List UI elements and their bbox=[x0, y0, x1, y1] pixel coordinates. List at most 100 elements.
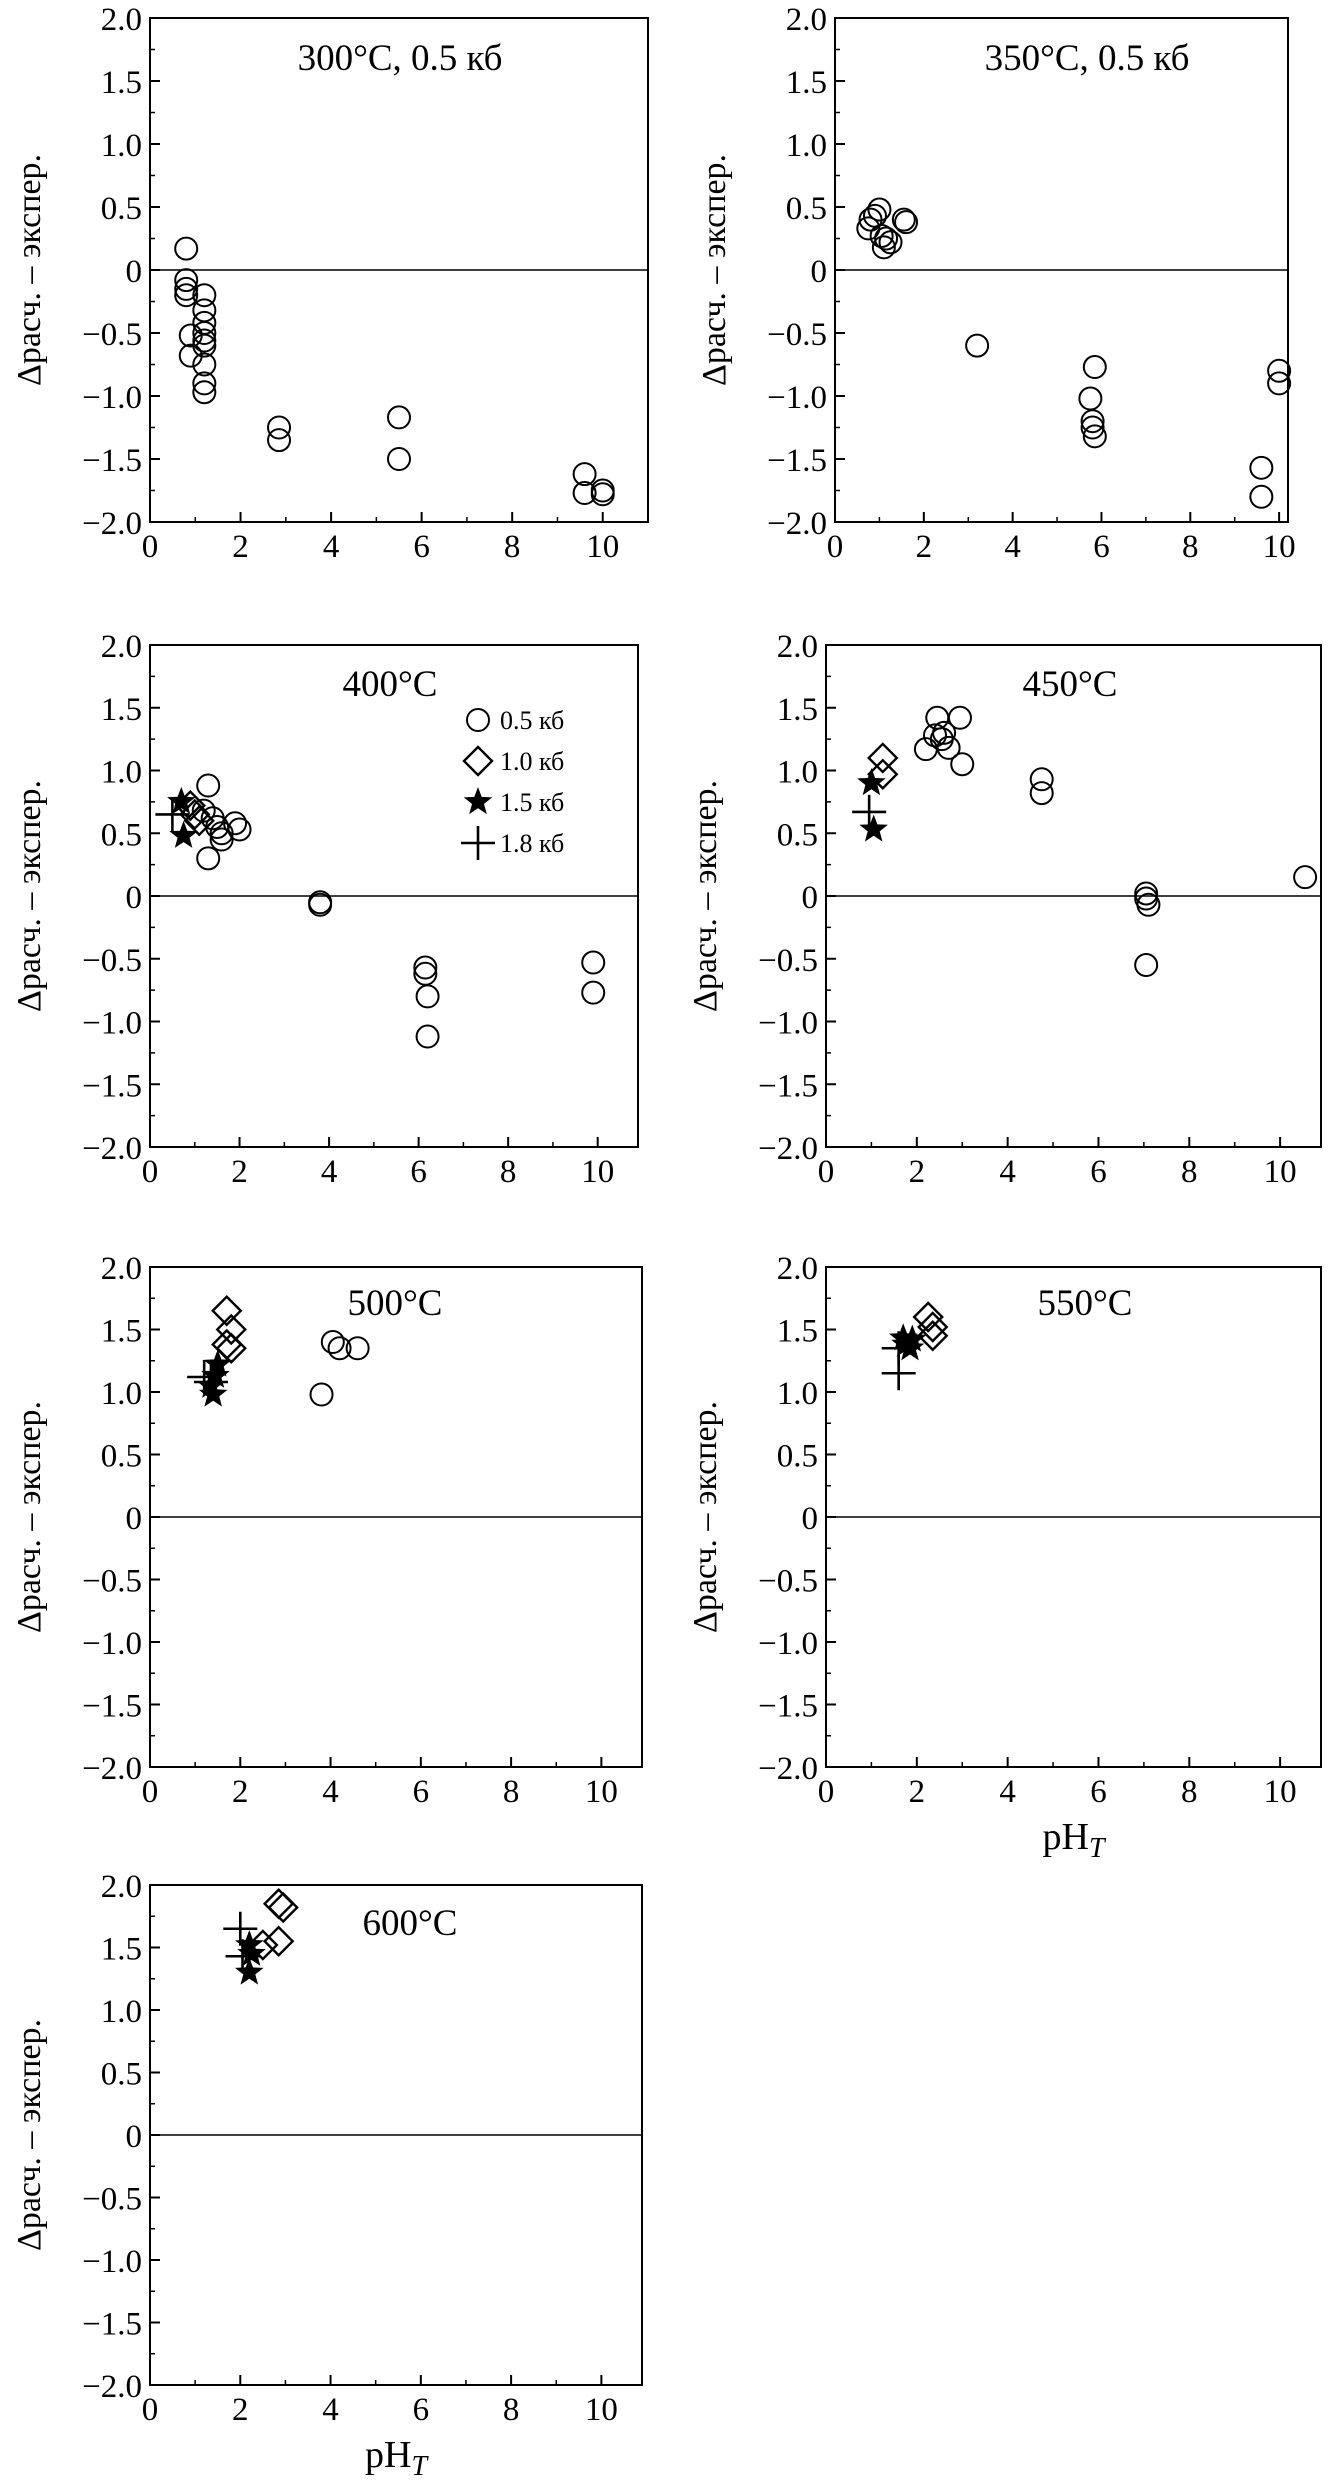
data-point-diamond bbox=[867, 758, 899, 790]
data-point-circle bbox=[867, 197, 892, 222]
chart-title: 400°C bbox=[343, 664, 438, 705]
x-tick-label: 8 bbox=[1182, 529, 1199, 565]
data-point-circle bbox=[856, 216, 881, 241]
y-tick-label: 0.5 bbox=[101, 2057, 142, 2093]
x-tick-label: 8 bbox=[1181, 1154, 1198, 1190]
data-point-star bbox=[235, 1930, 264, 1958]
data-point-circle bbox=[1029, 767, 1054, 792]
y-axis-label: Δрасч. – экспер. bbox=[11, 154, 48, 386]
data-point-circle bbox=[415, 1024, 440, 1049]
data-point-diamond bbox=[867, 742, 899, 774]
data-point-circle bbox=[878, 230, 903, 255]
y-tick-label: 0 bbox=[811, 254, 828, 290]
data-point-circle bbox=[320, 1330, 345, 1354]
x-tick-label: 4 bbox=[1004, 529, 1021, 565]
legend-star-icon bbox=[463, 787, 493, 815]
y-tick-label: −2.0 bbox=[758, 1751, 818, 1787]
y-tick-label: −2.0 bbox=[767, 506, 827, 542]
y-tick-label: −1.0 bbox=[758, 1626, 818, 1662]
y-tick-label: −2.0 bbox=[82, 506, 142, 542]
data-point-diamond bbox=[267, 1891, 299, 1924]
x-tick-label: 6 bbox=[1093, 529, 1110, 565]
chart-panel: 2.01.51.00.50−0.5−1.0−1.5−2.00 2 4 6 8 10Δрас… bbox=[687, 1251, 1322, 1864]
data-point-circle bbox=[196, 846, 221, 871]
x-tick-label: 8 bbox=[503, 1774, 520, 1810]
x-tick-label: 0 bbox=[142, 529, 159, 565]
chart-panel: 2.01.51.00.50−0.5−1.0−1.5−2.00 2 4 6 8 10Δрас… bbox=[11, 2, 649, 565]
chart-title: 450°C bbox=[1023, 664, 1118, 705]
y-tick-label: 0 bbox=[802, 880, 819, 916]
y-tick-label: −1.0 bbox=[758, 1006, 818, 1042]
y-tick-label: 2.0 bbox=[777, 1251, 818, 1287]
y-tick-label: 0 bbox=[126, 1501, 143, 1537]
y-tick-label: 1.5 bbox=[777, 692, 818, 728]
chart-panel: 2.01.51.00.50−0.5−1.0−1.5−2.00 2 4 6 8 10Δрас… bbox=[696, 2, 1296, 565]
legend-label: 0.5 кб bbox=[500, 706, 564, 735]
data-point-circle bbox=[1080, 415, 1105, 440]
y-tick-label: 0.5 bbox=[101, 1439, 142, 1475]
x-tick-label: 10 bbox=[1263, 529, 1296, 565]
x-tick-label: 2 bbox=[909, 1154, 926, 1190]
data-point-circle bbox=[1134, 881, 1159, 906]
data-point-circle bbox=[950, 752, 975, 777]
data-point-circle bbox=[1249, 455, 1274, 480]
chart-panel: 2.01.51.00.50−0.5−1.0−1.5−2.00 2 4 6 8 10Δрас… bbox=[11, 1251, 643, 1810]
chart-title: 600°C bbox=[363, 1903, 458, 1944]
data-point-diamond bbox=[215, 1313, 247, 1346]
x-tick-label: 2 bbox=[231, 1154, 248, 1190]
y-tick-label: 1.0 bbox=[101, 755, 142, 791]
y-tick-label: −0.5 bbox=[758, 943, 818, 979]
y-tick-label: −1.5 bbox=[758, 1689, 818, 1725]
data-point-circle bbox=[1293, 865, 1318, 890]
data-point-circle bbox=[192, 328, 217, 353]
data-point-circle bbox=[191, 798, 216, 823]
data-point-circle bbox=[936, 735, 961, 760]
y-axis-label: Δрасч. – экспер. bbox=[687, 780, 724, 1012]
data-point-circle bbox=[174, 268, 199, 293]
data-point-star bbox=[198, 1379, 228, 1407]
y-tick-label: −2.0 bbox=[758, 1131, 818, 1167]
x-tick-label: 6 bbox=[1090, 1774, 1107, 1810]
data-point-star bbox=[167, 786, 196, 814]
chart-title: 550°C bbox=[1038, 1283, 1133, 1324]
data-point-circle bbox=[209, 827, 234, 852]
y-tick-label: −0.5 bbox=[758, 1564, 818, 1600]
x-tick-label: 0 bbox=[827, 529, 844, 565]
y-tick-label: 2.0 bbox=[101, 1869, 142, 1905]
data-point-circle bbox=[1082, 424, 1107, 449]
data-point-circle bbox=[192, 321, 217, 345]
data-point-star bbox=[898, 1324, 927, 1352]
x-tick-label: 0 bbox=[142, 1154, 159, 1190]
y-tick-label: 0.5 bbox=[101, 191, 142, 227]
data-point-circle bbox=[192, 333, 217, 358]
data-point-circle bbox=[387, 447, 411, 471]
y-tick-label: 1.0 bbox=[777, 1376, 818, 1412]
data-point-star bbox=[201, 1360, 230, 1388]
data-point-circle bbox=[413, 961, 438, 986]
data-point-circle bbox=[192, 352, 217, 377]
x-tick-label: 10 bbox=[581, 1154, 614, 1190]
y-tick-label: 2.0 bbox=[101, 2, 142, 38]
x-tick-label: 2 bbox=[232, 2392, 249, 2428]
x-tick-label: 8 bbox=[500, 1154, 517, 1190]
x-tick-label: 4 bbox=[321, 1154, 338, 1190]
data-point-circle bbox=[192, 298, 217, 323]
y-tick-label: 1.5 bbox=[101, 1314, 142, 1350]
y-tick-label: −1.0 bbox=[82, 380, 142, 416]
y-tick-label: −0.5 bbox=[82, 317, 142, 353]
data-point-star bbox=[203, 1349, 232, 1377]
y-tick-label: −1.5 bbox=[82, 1689, 142, 1725]
data-point-star bbox=[891, 1329, 920, 1357]
legend-label: 1.8 кб bbox=[500, 829, 564, 858]
data-point-circle bbox=[387, 405, 411, 430]
x-axis-label: pHT bbox=[1042, 1816, 1106, 1864]
data-point-diamond bbox=[917, 1320, 949, 1352]
y-tick-label: −2.0 bbox=[82, 1131, 142, 1167]
data-point-plus bbox=[223, 1911, 258, 1946]
chart-title: 500°C bbox=[348, 1283, 443, 1324]
data-point-diamond bbox=[262, 1888, 295, 1920]
data-point-star bbox=[169, 820, 198, 848]
chart-title: 350°C, 0.5 кб bbox=[985, 38, 1190, 79]
y-tick-label: 1.0 bbox=[777, 755, 818, 791]
